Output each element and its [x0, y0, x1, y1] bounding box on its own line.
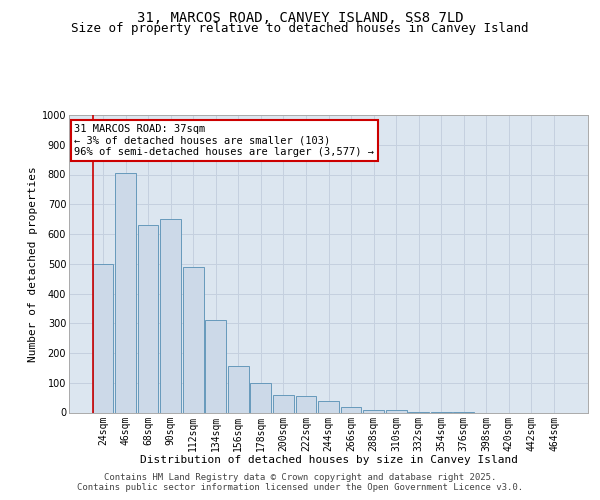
Bar: [250, 383, 271, 412]
Text: Contains HM Land Registry data © Crown copyright and database right 2025.: Contains HM Land Registry data © Crown c…: [104, 472, 496, 482]
Bar: [341, 406, 361, 412]
Bar: [183, 266, 203, 412]
Bar: [273, 395, 294, 412]
Bar: [160, 219, 181, 412]
Bar: [228, 366, 248, 412]
Bar: [205, 320, 226, 412]
Bar: [386, 410, 407, 412]
Text: Contains public sector information licensed under the Open Government Licence v3: Contains public sector information licen…: [77, 484, 523, 492]
Text: 31 MARCOS ROAD: 37sqm
← 3% of detached houses are smaller (103)
96% of semi-deta: 31 MARCOS ROAD: 37sqm ← 3% of detached h…: [74, 124, 374, 157]
Text: 31, MARCOS ROAD, CANVEY ISLAND, SS8 7LD: 31, MARCOS ROAD, CANVEY ISLAND, SS8 7LD: [137, 11, 463, 25]
Bar: [296, 396, 316, 412]
Bar: [92, 264, 113, 412]
Bar: [363, 410, 384, 412]
Bar: [318, 401, 339, 412]
Y-axis label: Number of detached properties: Number of detached properties: [28, 166, 38, 362]
Text: Size of property relative to detached houses in Canvey Island: Size of property relative to detached ho…: [71, 22, 529, 35]
Bar: [137, 225, 158, 412]
Bar: [115, 173, 136, 412]
X-axis label: Distribution of detached houses by size in Canvey Island: Distribution of detached houses by size …: [139, 454, 517, 464]
